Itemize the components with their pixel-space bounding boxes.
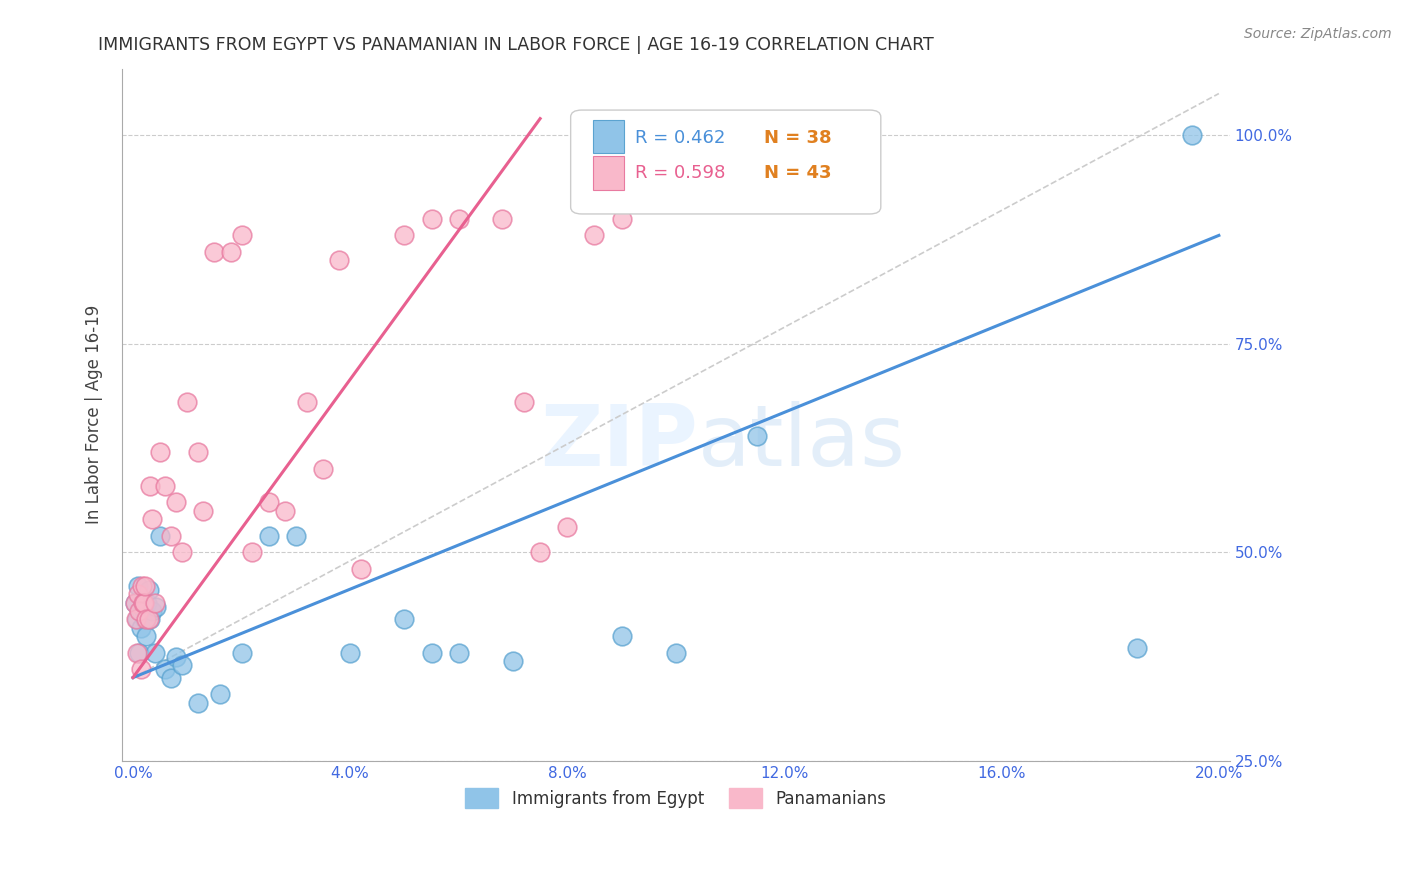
Point: [149, 529, 172, 543]
Point: [136, 595, 159, 609]
Point: [145, 599, 167, 614]
Point: [129, 604, 152, 618]
Point: [143, 646, 166, 660]
Point: [187, 445, 209, 459]
Point: [160, 529, 183, 543]
Point: [138, 612, 160, 626]
Point: [170, 658, 193, 673]
Point: [149, 445, 172, 459]
Point: [555, 520, 578, 534]
Point: [132, 595, 155, 609]
Point: [131, 599, 153, 614]
Point: [165, 649, 187, 664]
Point: [139, 479, 162, 493]
Point: [1181, 128, 1204, 143]
Point: [131, 579, 153, 593]
Legend: Immigrants from Egypt, Panamanians: Immigrants from Egypt, Panamanians: [458, 781, 893, 815]
Point: [138, 582, 160, 597]
Point: [513, 395, 536, 409]
Point: [124, 595, 146, 609]
Point: [139, 612, 162, 626]
Point: [475, 779, 498, 793]
FancyBboxPatch shape: [571, 110, 880, 214]
Point: [134, 579, 156, 593]
Point: [141, 604, 163, 618]
Point: [610, 629, 633, 643]
Point: [350, 562, 373, 576]
Point: [127, 646, 149, 660]
Point: [394, 612, 416, 626]
Text: N = 38: N = 38: [765, 129, 832, 147]
Point: [328, 253, 350, 268]
Point: [231, 646, 253, 660]
Point: [165, 495, 187, 509]
Point: [128, 646, 150, 660]
Point: [312, 462, 335, 476]
Text: IMMIGRANTS FROM EGYPT VS PANAMANIAN IN LABOR FORCE | AGE 16-19 CORRELATION CHART: IMMIGRANTS FROM EGYPT VS PANAMANIAN IN L…: [98, 36, 934, 54]
Point: [131, 595, 153, 609]
Point: [129, 621, 152, 635]
Point: [583, 228, 606, 243]
Point: [131, 595, 153, 609]
Text: R = 0.598: R = 0.598: [636, 164, 725, 182]
Point: [125, 612, 148, 626]
Bar: [593, 156, 624, 190]
Point: [219, 245, 242, 260]
Point: [193, 504, 215, 518]
Point: [132, 604, 155, 618]
Point: [502, 654, 524, 668]
Point: [135, 612, 157, 626]
Point: [665, 646, 688, 660]
Point: [257, 529, 280, 543]
Point: [135, 629, 157, 643]
Point: [202, 245, 225, 260]
Point: [141, 512, 163, 526]
Point: [274, 504, 297, 518]
Point: [394, 228, 416, 243]
Point: [231, 228, 253, 243]
Point: [155, 662, 177, 676]
Point: [295, 395, 318, 409]
Point: [610, 211, 633, 226]
Point: [447, 646, 470, 660]
Point: [129, 662, 152, 676]
Text: R = 0.462: R = 0.462: [636, 129, 725, 147]
Text: ZIP: ZIP: [540, 401, 697, 484]
Point: [176, 395, 198, 409]
Point: [1126, 641, 1149, 656]
Point: [475, 838, 498, 852]
Y-axis label: In Labor Force | Age 16-19: In Labor Force | Age 16-19: [86, 305, 103, 524]
Point: [127, 579, 149, 593]
Point: [284, 529, 307, 543]
Text: N = 43: N = 43: [765, 164, 832, 182]
Point: [491, 211, 513, 226]
Point: [208, 687, 231, 701]
Point: [339, 646, 361, 660]
Point: [447, 211, 470, 226]
Bar: [593, 120, 624, 153]
Point: [128, 604, 150, 618]
Point: [420, 211, 443, 226]
Point: [529, 545, 551, 559]
Point: [240, 545, 263, 559]
Point: [257, 495, 280, 509]
Text: Source: ZipAtlas.com: Source: ZipAtlas.com: [1244, 27, 1392, 41]
Point: [160, 671, 183, 685]
Point: [127, 587, 149, 601]
Point: [170, 545, 193, 559]
Point: [155, 479, 177, 493]
Point: [420, 646, 443, 660]
Point: [134, 612, 156, 626]
Point: [124, 595, 146, 609]
Point: [747, 428, 769, 442]
Point: [143, 595, 166, 609]
Point: [187, 696, 209, 710]
Point: [127, 612, 149, 626]
Text: atlas: atlas: [697, 401, 905, 484]
